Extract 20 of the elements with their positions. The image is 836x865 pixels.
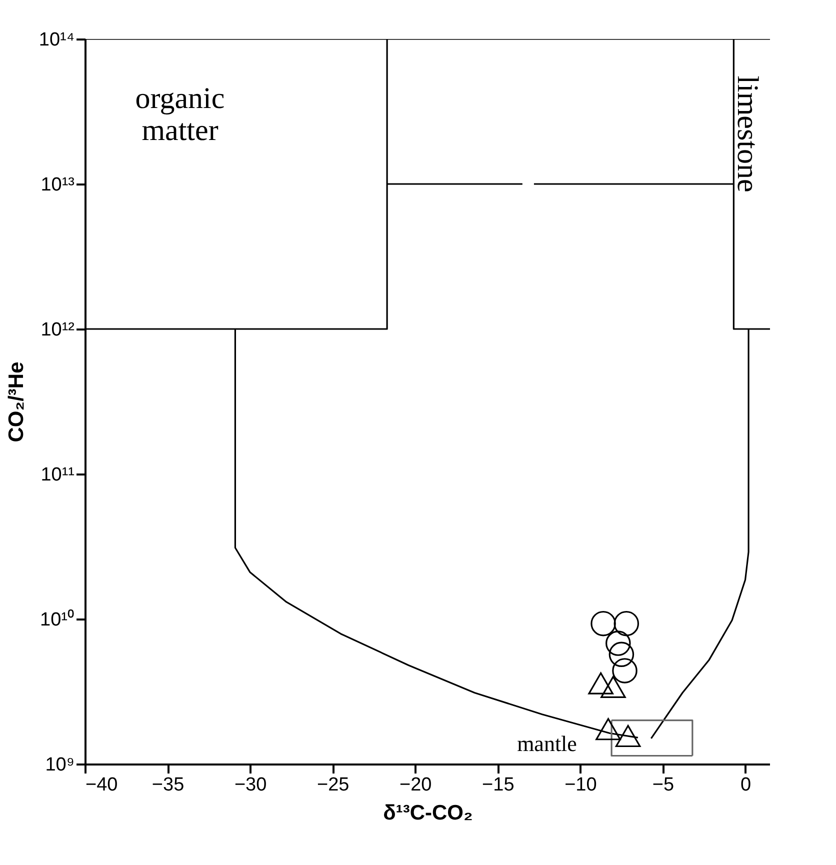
y-tick-label: 10¹³ [40, 174, 74, 196]
annotation: mantle [517, 731, 577, 756]
x-tick-label: 0 [740, 774, 752, 796]
y-tick-label: 10⁹ [45, 754, 74, 776]
annotation: limestone [731, 76, 764, 192]
x-tick-label: −10 [564, 774, 597, 796]
x-tick-label: −35 [152, 774, 184, 796]
y-tick-label: 10¹⁴ [38, 30, 74, 50]
y-axis-title: CO₂/³He [4, 362, 28, 442]
x-tick-label: −40 [86, 774, 118, 796]
y-tick-label: 10¹⁰ [40, 608, 74, 630]
x-axis-title: δ¹³C-CO₂ [383, 802, 473, 824]
annotation: organic matter [135, 82, 225, 147]
y-tick-label: 10¹² [40, 320, 74, 340]
y-tick-label: 10¹¹ [40, 464, 74, 486]
x-tick-label: −20 [400, 774, 432, 796]
x-tick-label: −30 [234, 774, 267, 796]
x-tick-label: −25 [316, 774, 350, 796]
x-tick-label: −15 [482, 774, 514, 796]
x-tick-label: −5 [652, 774, 674, 796]
